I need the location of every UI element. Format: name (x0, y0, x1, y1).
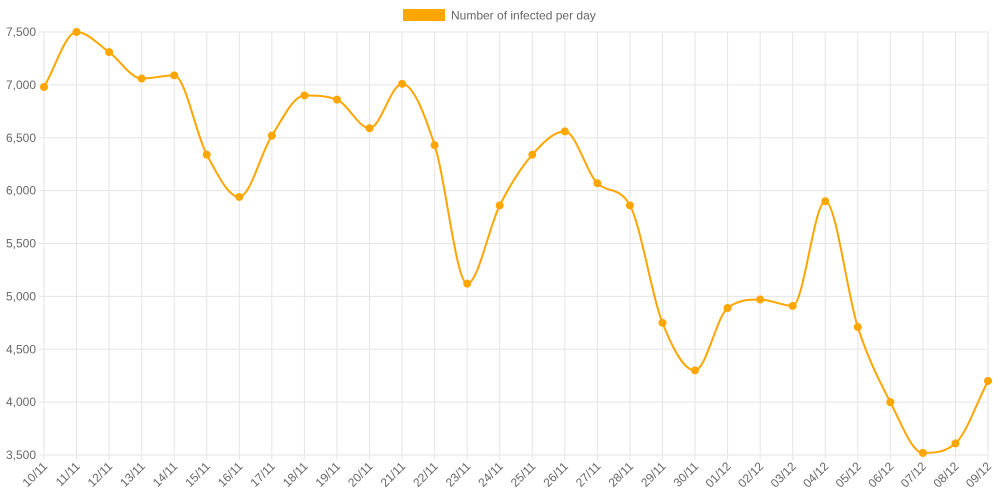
data-point[interactable] (788, 301, 797, 310)
x-tick-label: 10/11 (20, 459, 51, 490)
x-tick-label: 24/11 (475, 459, 506, 490)
series-line-group (40, 28, 992, 457)
x-tick-label: 25/11 (508, 459, 539, 490)
y-tick-label: 3,500 (6, 448, 36, 462)
data-point[interactable] (528, 150, 537, 159)
x-tick-label: 21/11 (378, 459, 409, 490)
y-tick-label: 6,000 (6, 184, 36, 198)
x-tick-label: 06/12 (865, 459, 896, 490)
x-tick-label: 29/11 (638, 459, 669, 490)
x-tick-label: 03/12 (768, 459, 799, 490)
x-tick-label: 07/12 (898, 459, 929, 490)
data-point[interactable] (105, 48, 114, 57)
data-point[interactable] (691, 366, 700, 375)
data-point[interactable] (365, 124, 374, 133)
data-point[interactable] (40, 82, 48, 91)
series-line (43, 30, 989, 454)
y-tick-label: 7,000 (6, 78, 36, 92)
data-point[interactable] (918, 448, 927, 457)
x-tick-label: 02/12 (735, 459, 766, 490)
x-tick-label: 28/11 (606, 459, 637, 490)
data-point[interactable] (398, 79, 407, 88)
y-tick-label: 5,000 (6, 289, 36, 303)
data-point[interactable] (332, 95, 341, 104)
data-point[interactable] (463, 279, 472, 288)
x-tick-label: 19/11 (313, 459, 344, 490)
data-point[interactable] (723, 304, 732, 313)
legend[interactable]: Number of infected per day (403, 9, 596, 23)
data-point[interactable] (625, 201, 634, 210)
x-tick-label: 04/12 (800, 459, 831, 490)
x-tick-label: 17/11 (247, 459, 278, 490)
data-point[interactable] (886, 398, 895, 407)
x-axis-ticks: 10/11 11/11 12/11 13/11 14/11 15/11 16/11 17/11… (20, 459, 995, 490)
y-tick-label: 4,500 (6, 342, 36, 356)
y-tick-label: 5,500 (6, 237, 36, 251)
x-tick-label: 12/11 (85, 459, 116, 490)
x-tick-label: 26/11 (540, 459, 571, 490)
x-tick-label: 01/12 (703, 459, 734, 490)
y-axis-ticks: 3,500 4,000 4,500 5,000 5,500 6,000 6,500 7,000… (6, 25, 36, 462)
data-point[interactable] (495, 201, 504, 210)
x-tick-label: 13/11 (117, 459, 148, 490)
gridlines (39, 31, 989, 460)
data-point[interactable] (593, 179, 602, 188)
x-tick-label: 30/11 (671, 459, 702, 490)
x-tick-label: 08/12 (930, 459, 961, 490)
y-tick-label: 4,000 (6, 395, 36, 409)
x-tick-label: 11/11 (53, 459, 83, 489)
data-point[interactable] (821, 197, 830, 206)
data-point[interactable] (235, 192, 244, 201)
data-point[interactable] (137, 74, 146, 83)
x-tick-label: 18/11 (280, 459, 311, 490)
data-point[interactable] (951, 439, 960, 448)
x-tick-label: 05/12 (833, 459, 864, 490)
data-point[interactable] (430, 141, 439, 150)
x-tick-label: 27/11 (573, 459, 604, 490)
x-tick-label: 22/11 (410, 459, 441, 490)
x-tick-label: 20/11 (345, 459, 376, 490)
y-tick-label: 7,500 (6, 25, 36, 39)
data-point[interactable] (658, 318, 667, 327)
data-point[interactable] (853, 323, 862, 332)
data-point[interactable] (72, 28, 81, 36)
legend-label: Number of infected per day (451, 9, 596, 23)
data-point[interactable] (300, 91, 309, 100)
data-point[interactable] (560, 127, 569, 136)
x-tick-label: 15/11 (182, 459, 213, 490)
x-tick-label: 23/11 (443, 459, 474, 490)
x-tick-label: 14/11 (150, 459, 181, 490)
legend-swatch (403, 9, 445, 21)
y-tick-label: 6,500 (6, 131, 36, 145)
data-point[interactable] (202, 150, 211, 159)
x-tick-label: 09/12 (963, 459, 994, 490)
data-point[interactable] (170, 71, 179, 80)
data-point[interactable] (984, 376, 992, 385)
data-point[interactable] (267, 131, 276, 140)
data-point[interactable] (756, 295, 765, 304)
x-tick-label: 16/11 (215, 459, 246, 490)
